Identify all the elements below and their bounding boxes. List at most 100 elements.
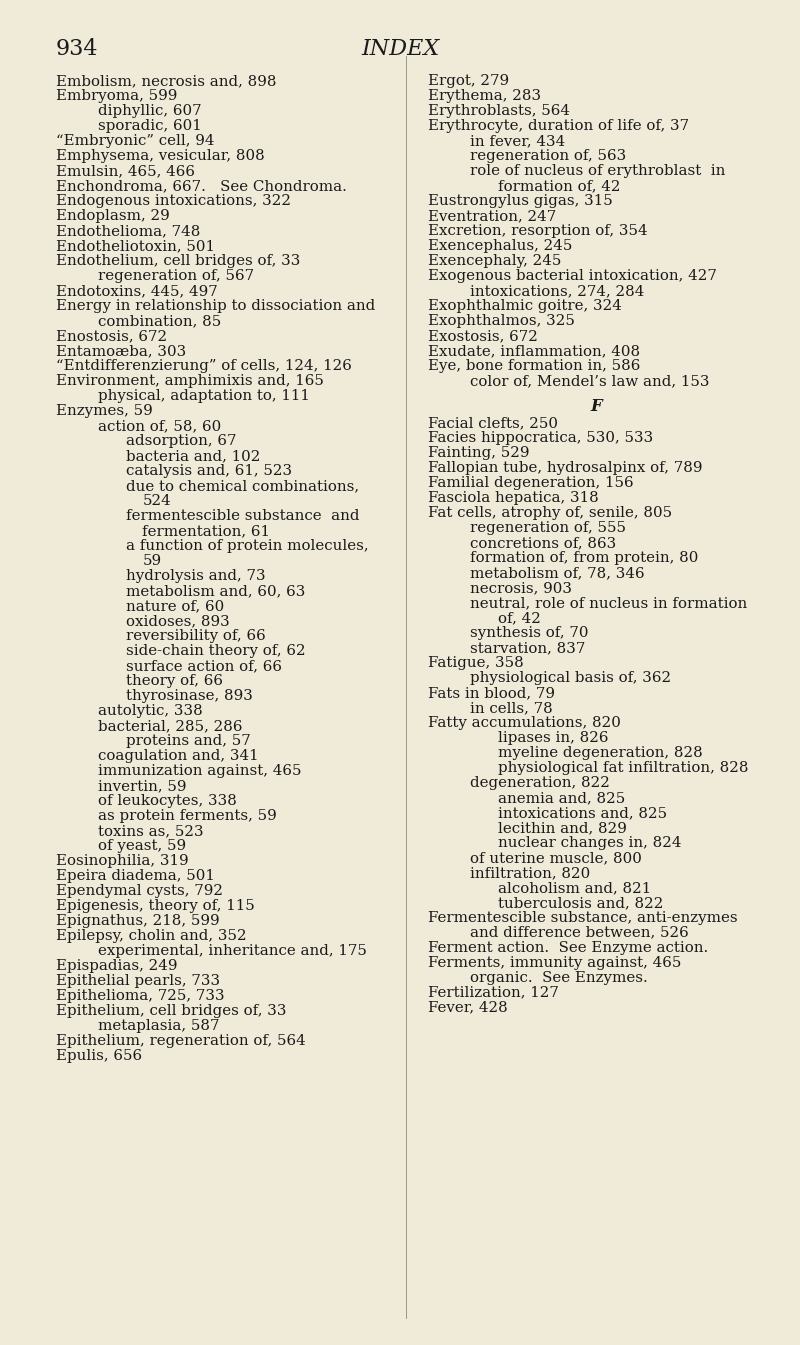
Text: Fainting, 529: Fainting, 529	[428, 447, 530, 460]
Text: Exostosis, 672: Exostosis, 672	[428, 330, 538, 343]
Text: autolytic, 338: autolytic, 338	[98, 703, 202, 718]
Text: of uterine muscle, 800: of uterine muscle, 800	[470, 851, 642, 865]
Text: “Entdifferenzierung” of cells, 124, 126: “Entdifferenzierung” of cells, 124, 126	[56, 359, 352, 373]
Text: in cells, 78: in cells, 78	[470, 701, 552, 714]
Text: Endoplasm, 29: Endoplasm, 29	[56, 208, 170, 223]
Text: Erythrocyte, duration of life of, 37: Erythrocyte, duration of life of, 37	[428, 118, 689, 133]
Text: Facial clefts, 250: Facial clefts, 250	[428, 416, 558, 430]
Text: Fasciola hepatica, 318: Fasciola hepatica, 318	[428, 491, 598, 504]
Text: organic.  See Enzymes.: organic. See Enzymes.	[470, 971, 647, 985]
Text: necrosis, 903: necrosis, 903	[470, 581, 572, 594]
Text: synthesis of, 70: synthesis of, 70	[470, 625, 588, 640]
Text: Ferments, immunity against, 465: Ferments, immunity against, 465	[428, 956, 682, 970]
Text: coagulation and, 341: coagulation and, 341	[98, 749, 258, 763]
Text: Erythroblasts, 564: Erythroblasts, 564	[428, 104, 570, 118]
Text: physical, adaptation to, 111: physical, adaptation to, 111	[98, 389, 310, 404]
Text: Endotoxins, 445, 497: Endotoxins, 445, 497	[56, 284, 218, 299]
Text: Epeira diadema, 501: Epeira diadema, 501	[56, 869, 215, 882]
Text: Fallopian tube, hydrosalpinx of, 789: Fallopian tube, hydrosalpinx of, 789	[428, 461, 702, 475]
Text: toxins as, 523: toxins as, 523	[98, 823, 203, 838]
Text: theory of, 66: theory of, 66	[126, 674, 223, 687]
Text: Exencephalus, 245: Exencephalus, 245	[428, 239, 572, 253]
Text: F: F	[590, 398, 602, 414]
Text: Epulis, 656: Epulis, 656	[56, 1049, 142, 1063]
Text: neutral, role of nucleus in formation: neutral, role of nucleus in formation	[470, 596, 747, 609]
Text: Entamoæba, 303: Entamoæba, 303	[56, 344, 186, 358]
Text: Erythema, 283: Erythema, 283	[428, 89, 541, 104]
Text: formation of, from protein, 80: formation of, from protein, 80	[470, 551, 698, 565]
Text: Endothelium, cell bridges of, 33: Endothelium, cell bridges of, 33	[56, 254, 300, 268]
Text: Eosinophilia, 319: Eosinophilia, 319	[56, 854, 189, 868]
Text: Embryoma, 599: Embryoma, 599	[56, 89, 178, 104]
Text: oxidoses, 893: oxidoses, 893	[126, 613, 230, 628]
Text: thyrosinase, 893: thyrosinase, 893	[126, 689, 254, 703]
Text: color of, Mendel’s law and, 153: color of, Mendel’s law and, 153	[470, 374, 709, 387]
Text: Epigenesis, theory of, 115: Epigenesis, theory of, 115	[56, 898, 254, 913]
Text: of leukocytes, 338: of leukocytes, 338	[98, 794, 237, 808]
Text: side-chain theory of, 62: side-chain theory of, 62	[126, 644, 306, 658]
Text: lecithin and, 829: lecithin and, 829	[498, 820, 627, 835]
Text: invertin, 59: invertin, 59	[98, 779, 186, 792]
Text: degeneration, 822: degeneration, 822	[470, 776, 610, 790]
Text: Energy in relationship to dissociation and: Energy in relationship to dissociation a…	[56, 299, 375, 313]
Text: intoxications, 274, 284: intoxications, 274, 284	[470, 284, 644, 299]
Text: Ependymal cysts, 792: Ependymal cysts, 792	[56, 884, 223, 898]
Text: concretions of, 863: concretions of, 863	[470, 535, 616, 550]
Text: metaplasia, 587: metaplasia, 587	[98, 1018, 219, 1033]
Text: hydrolysis and, 73: hydrolysis and, 73	[126, 569, 266, 582]
Text: Exogenous bacterial intoxication, 427: Exogenous bacterial intoxication, 427	[428, 269, 717, 282]
Text: Endogenous intoxications, 322: Endogenous intoxications, 322	[56, 194, 291, 208]
Text: anemia and, 825: anemia and, 825	[498, 791, 626, 804]
Text: Excretion, resorption of, 354: Excretion, resorption of, 354	[428, 223, 648, 238]
Text: surface action of, 66: surface action of, 66	[126, 659, 282, 672]
Text: Familial degeneration, 156: Familial degeneration, 156	[428, 476, 634, 490]
Text: Enzymes, 59: Enzymes, 59	[56, 404, 153, 418]
Text: Epispadias, 249: Epispadias, 249	[56, 959, 178, 972]
Text: Epignathus, 218, 599: Epignathus, 218, 599	[56, 913, 220, 928]
Text: INDEX: INDEX	[361, 38, 439, 59]
Text: “Embryonic” cell, 94: “Embryonic” cell, 94	[56, 134, 214, 148]
Text: regeneration of, 567: regeneration of, 567	[98, 269, 254, 282]
Text: Epithelium, cell bridges of, 33: Epithelium, cell bridges of, 33	[56, 1003, 286, 1018]
Text: Emphysema, vesicular, 808: Emphysema, vesicular, 808	[56, 149, 265, 163]
Text: role of nucleus of erythroblast  in: role of nucleus of erythroblast in	[470, 164, 725, 178]
Text: and difference between, 526: and difference between, 526	[470, 925, 688, 940]
Text: bacteria and, 102: bacteria and, 102	[126, 449, 261, 463]
Text: of, 42: of, 42	[498, 611, 542, 625]
Text: formation of, 42: formation of, 42	[498, 179, 621, 192]
Text: Facies hippocratica, 530, 533: Facies hippocratica, 530, 533	[428, 430, 654, 445]
Text: Fermentescible substance, anti-enzymes: Fermentescible substance, anti-enzymes	[428, 911, 738, 925]
Text: reversibility of, 66: reversibility of, 66	[126, 629, 266, 643]
Text: proteins and, 57: proteins and, 57	[126, 734, 251, 748]
Text: Eventration, 247: Eventration, 247	[428, 208, 556, 223]
Text: Ergot, 279: Ergot, 279	[428, 74, 509, 87]
Text: Fats in blood, 79: Fats in blood, 79	[428, 686, 555, 699]
Text: Endotheliotoxin, 501: Endotheliotoxin, 501	[56, 239, 215, 253]
Text: Exophthalmic goitre, 324: Exophthalmic goitre, 324	[428, 299, 622, 313]
Text: 59: 59	[142, 554, 162, 568]
Text: bacterial, 285, 286: bacterial, 285, 286	[98, 718, 242, 733]
Text: sporadic, 601: sporadic, 601	[98, 118, 202, 133]
Text: myeline degeneration, 828: myeline degeneration, 828	[498, 746, 703, 760]
Text: nature of, 60: nature of, 60	[126, 599, 225, 613]
Text: Eustrongylus gigas, 315: Eustrongylus gigas, 315	[428, 194, 613, 208]
Text: adsorption, 67: adsorption, 67	[126, 434, 237, 448]
Text: nuclear changes in, 824: nuclear changes in, 824	[498, 835, 682, 850]
Text: Environment, amphimixis and, 165: Environment, amphimixis and, 165	[56, 374, 324, 387]
Text: Epithelial pearls, 733: Epithelial pearls, 733	[56, 974, 220, 987]
Text: a function of protein molecules,: a function of protein molecules,	[126, 539, 369, 553]
Text: Epithelioma, 725, 733: Epithelioma, 725, 733	[56, 989, 225, 1003]
Text: tuberculosis and, 822: tuberculosis and, 822	[498, 896, 664, 909]
Text: Fertilization, 127: Fertilization, 127	[428, 986, 559, 999]
Text: physiological basis of, 362: physiological basis of, 362	[470, 671, 670, 685]
Text: diphyllic, 607: diphyllic, 607	[98, 104, 202, 118]
Text: metabolism of, 78, 346: metabolism of, 78, 346	[470, 566, 644, 580]
Text: Exencephaly, 245: Exencephaly, 245	[428, 254, 562, 268]
Text: Epithelium, regeneration of, 564: Epithelium, regeneration of, 564	[56, 1034, 306, 1048]
Text: Enchondroma, 667.   See Chondroma.: Enchondroma, 667. See Chondroma.	[56, 179, 347, 192]
Text: regeneration of, 555: regeneration of, 555	[470, 521, 626, 535]
Text: fermentation, 61: fermentation, 61	[142, 523, 270, 538]
Text: immunization against, 465: immunization against, 465	[98, 764, 301, 777]
Text: as protein ferments, 59: as protein ferments, 59	[98, 808, 276, 823]
Text: Emulsin, 465, 466: Emulsin, 465, 466	[56, 164, 195, 178]
